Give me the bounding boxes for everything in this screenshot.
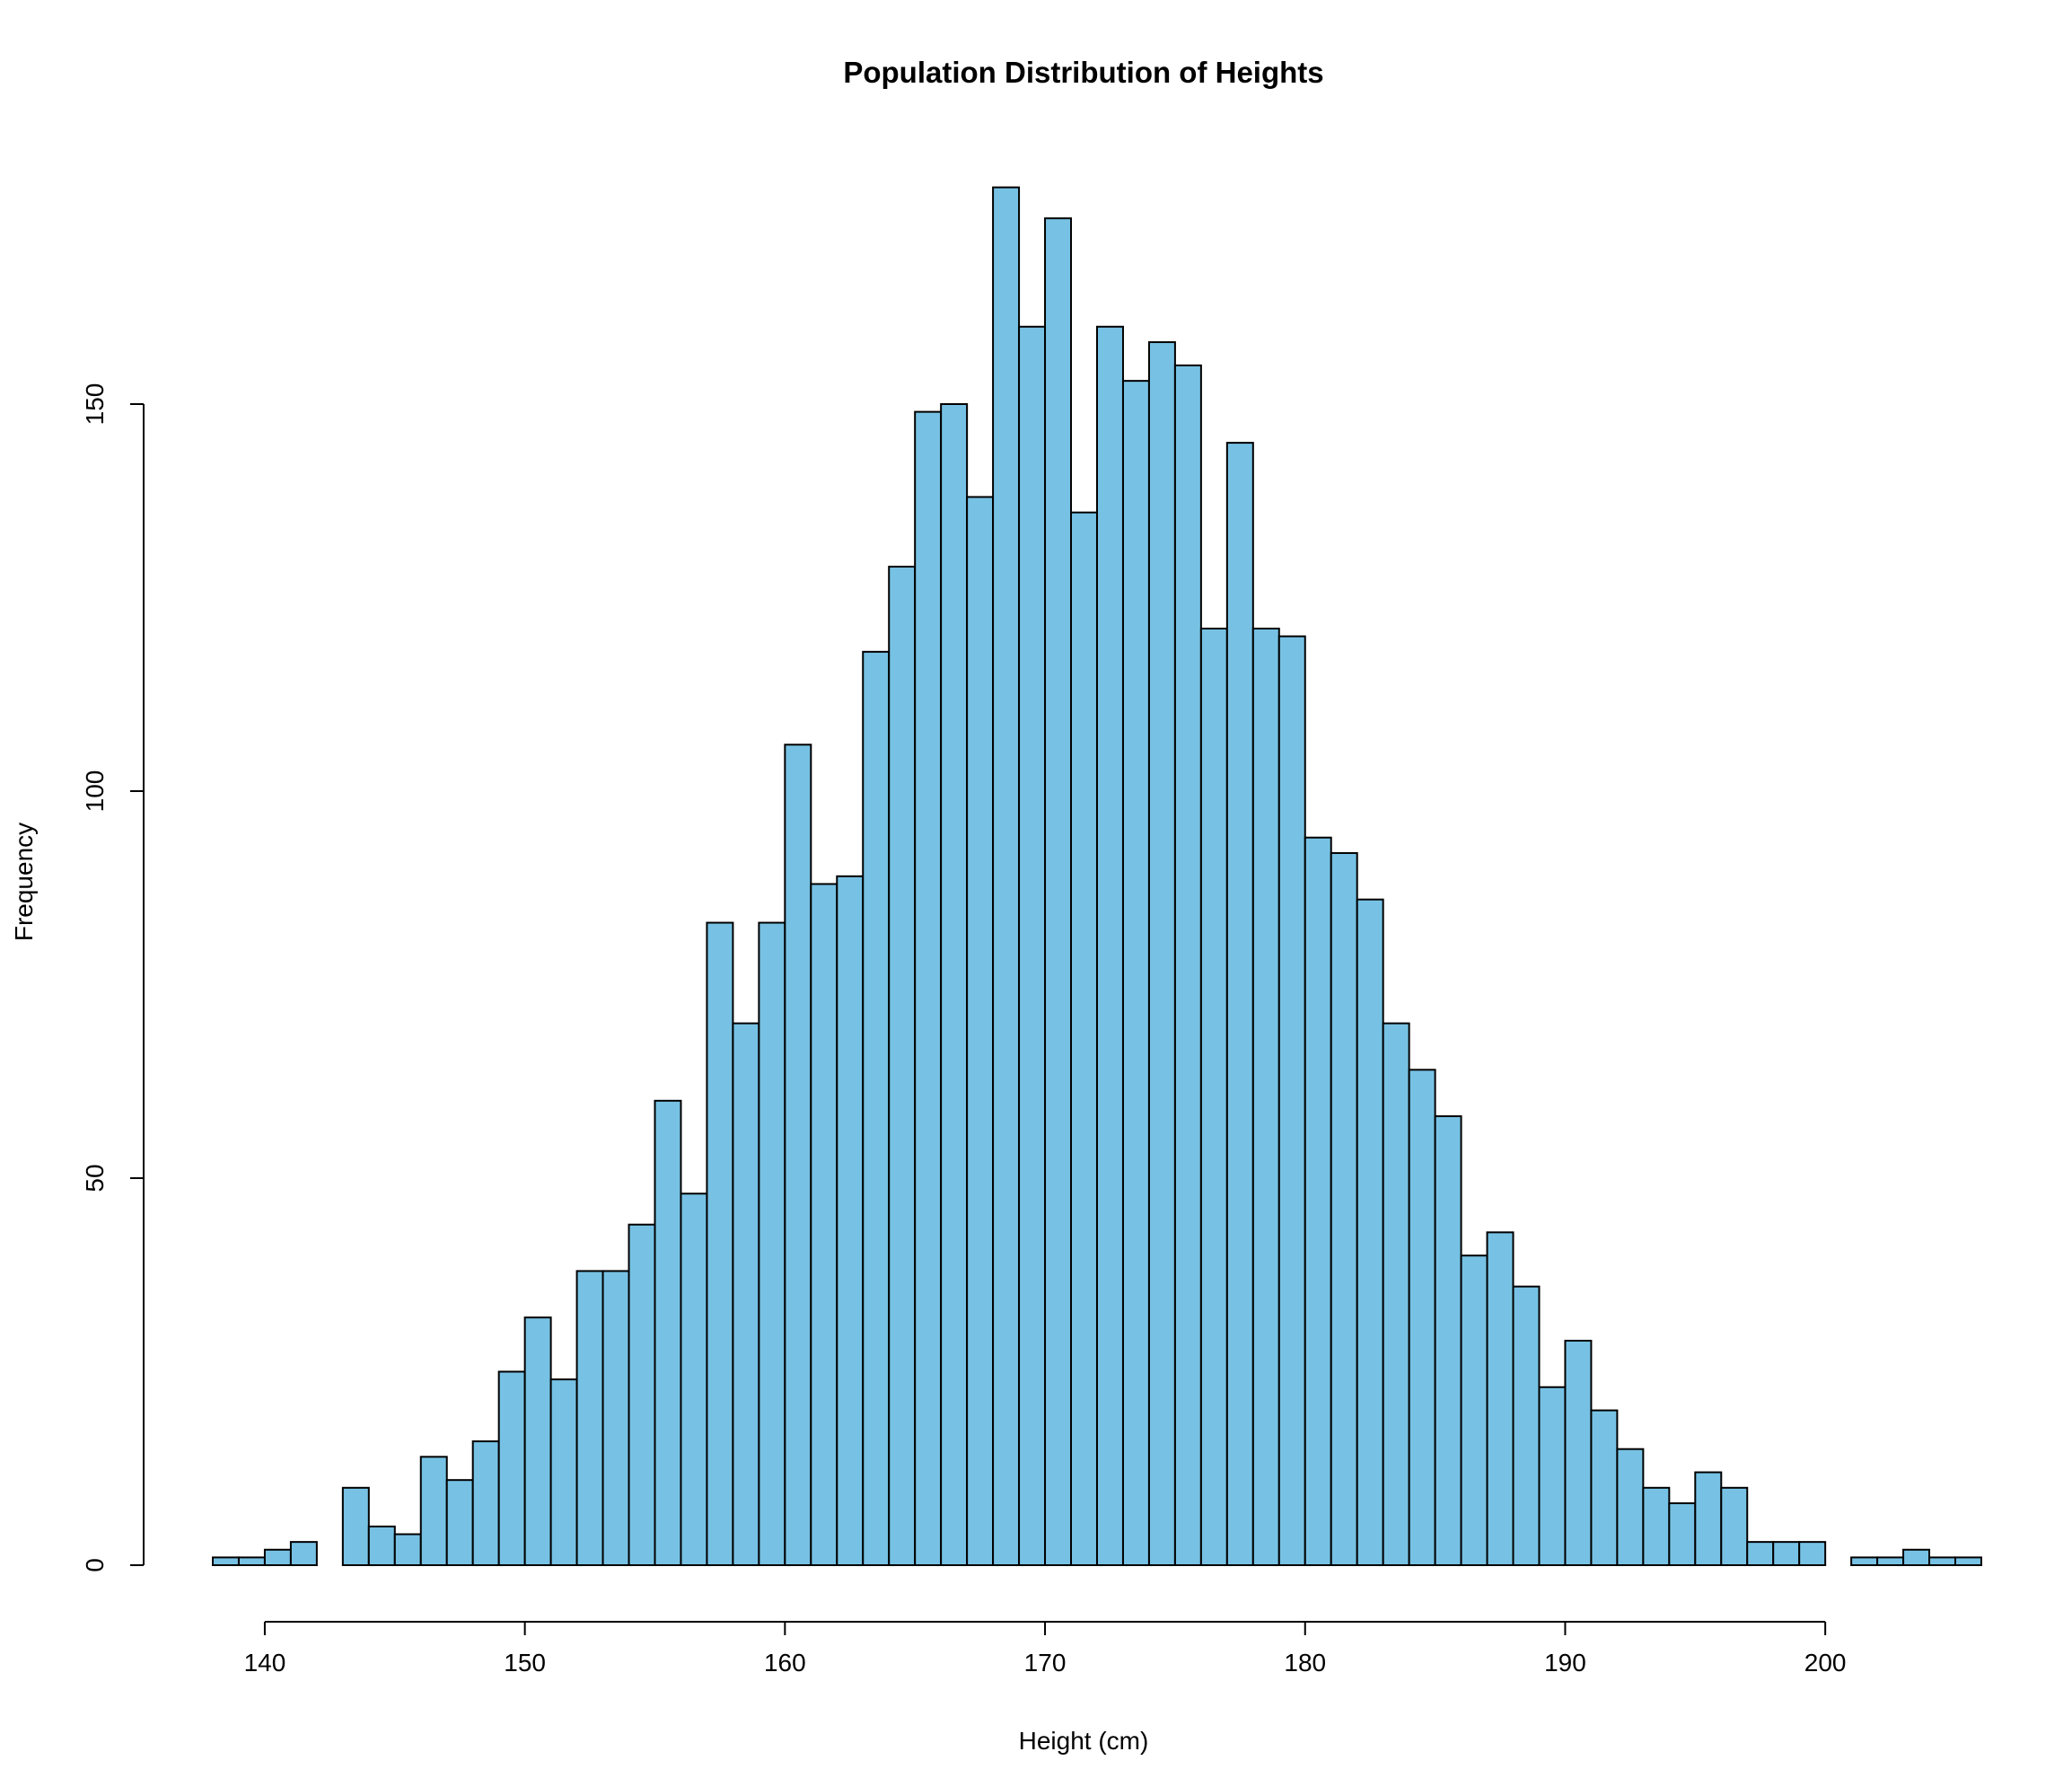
histogram-bar [341,1486,370,1567]
histogram-bar [1616,1448,1645,1566]
x-tick-label: 160 [764,1649,806,1677]
histogram-bar [1486,1231,1514,1566]
histogram-bar [523,1316,552,1567]
histogram-bar [914,410,943,1566]
x-tick-label: 180 [1284,1649,1326,1677]
histogram-bar [1408,1069,1436,1566]
x-tick-label: 190 [1544,1649,1586,1677]
histogram-bar [810,883,838,1566]
histogram-bar [1954,1556,1982,1567]
histogram-bar [1928,1556,1957,1567]
histogram-bar [289,1541,318,1567]
histogram-bar [758,921,786,1567]
histogram-bar [497,1370,526,1566]
histogram-bar [237,1556,266,1567]
histogram-bar [1460,1254,1488,1566]
histogram-bar [471,1440,500,1566]
y-tick-label: 150 [81,383,109,426]
histogram-bar [862,650,891,1566]
histogram-bar [966,496,995,1567]
x-tick-label: 140 [244,1649,286,1677]
histogram-bar [549,1378,578,1566]
histogram-bar [1642,1486,1671,1567]
x-tick-label: 200 [1804,1649,1847,1677]
y-tick-label: 100 [81,770,109,813]
histogram-bar [940,403,969,1566]
histogram-bar [1304,836,1332,1566]
histogram-bar [212,1556,240,1567]
histogram-bar [1044,217,1073,1566]
histogram-bar [654,1099,682,1567]
histogram-bar [1798,1541,1827,1567]
histogram-bar [419,1456,448,1566]
histogram-bar [1694,1471,1723,1567]
histogram-bar [1772,1541,1801,1567]
x-axis: 140 150 160 170 180 190 200 [244,1621,1847,1677]
histogram-bar [1251,627,1280,1566]
histogram-bar [1147,341,1176,1566]
histogram-bar [1434,1115,1462,1567]
bars-group [212,186,1982,1567]
histogram-bar [1070,511,1098,1566]
y-tick-label: 50 [81,1164,109,1192]
histogram-bar [1564,1340,1593,1567]
histogram-bar [836,875,865,1566]
histogram-bar [732,1022,760,1566]
histogram-bar [888,566,917,1566]
histogram-bar [1018,325,1047,1566]
histogram-bar [1590,1409,1619,1566]
histogram-bar [1121,380,1150,1566]
y-axis-label: Frequency [10,823,38,941]
histogram-bar [1173,364,1202,1566]
x-axis-label: Height (cm) [1019,1727,1149,1755]
histogram-bar [1356,898,1384,1566]
y-axis: 0 50 100 150 [81,383,145,1572]
histogram-bar [628,1223,656,1566]
y-tick-label: 0 [81,1558,109,1572]
histogram-bar [1095,325,1124,1566]
histogram-bar [1850,1556,1879,1567]
x-tick-label: 170 [1024,1649,1067,1677]
histogram-bar [1199,627,1228,1566]
histogram-bar [1382,1022,1410,1566]
histogram-bar [1668,1502,1697,1567]
x-tick-label: 150 [504,1649,546,1677]
histogram-bar [263,1548,292,1567]
histogram-bar [601,1270,630,1566]
histogram-bar [680,1193,708,1566]
histogram-bar [393,1533,422,1567]
histogram-bar [1876,1556,1905,1567]
histogram-bar [445,1479,474,1567]
histogram-bar [1512,1285,1541,1567]
histogram-bar [1720,1486,1749,1567]
histogram-bar [706,921,734,1567]
chart-title: Population Distribution of Heights [843,56,1323,89]
histogram-bar [575,1270,604,1566]
histogram-bar [1538,1386,1567,1566]
histogram-bar [1225,442,1254,1567]
histogram-bar [1746,1541,1775,1567]
histogram-bar [367,1525,396,1567]
histogram-bar [784,744,812,1566]
histogram-bar [1902,1548,1931,1567]
histogram-bar [1330,851,1358,1566]
histogram-bar [992,186,1021,1566]
histogram-bar [1277,635,1306,1566]
